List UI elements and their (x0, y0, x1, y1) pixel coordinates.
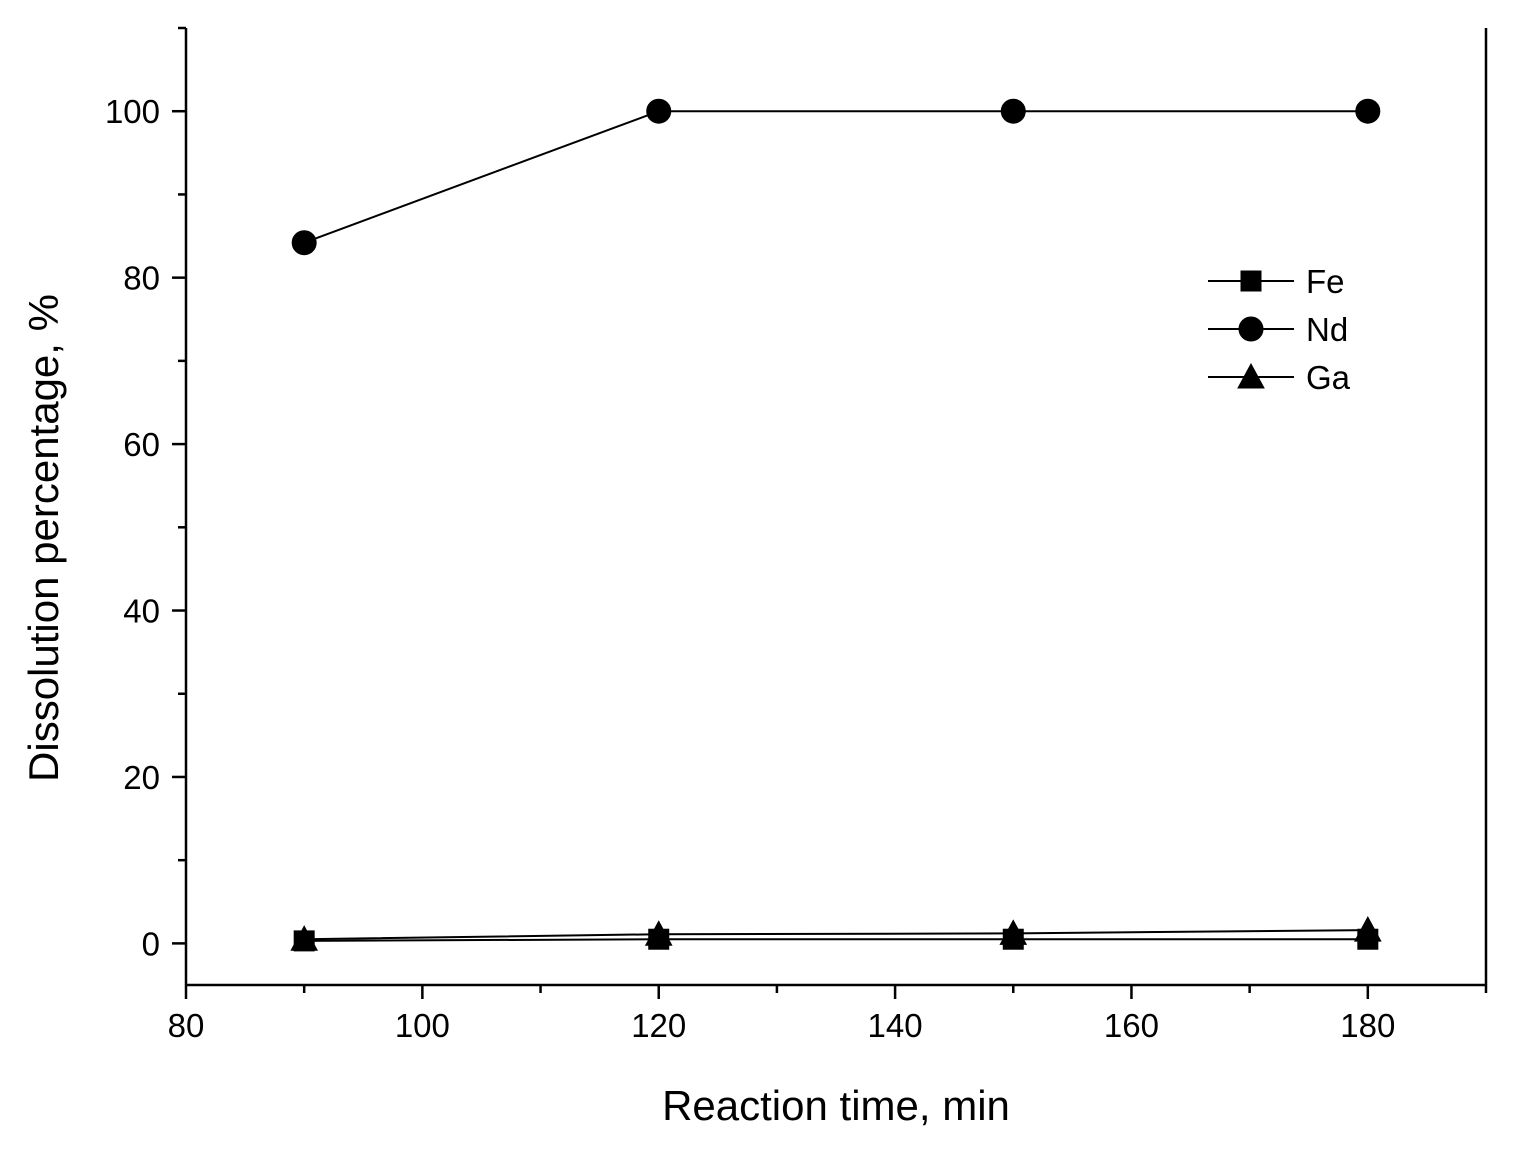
x-tick-label: 180 (1340, 1007, 1395, 1044)
data-point-ga (999, 919, 1028, 945)
data-point-ga (1353, 916, 1382, 942)
series-line-ga (304, 929, 1368, 941)
x-axis-title: Reaction time, min (662, 1082, 1010, 1129)
legend-marker-triangle (1237, 362, 1265, 389)
data-point-nd (291, 230, 317, 256)
legend-item-fe: Fe (1208, 263, 1345, 300)
legend-item-ga: Ga (1208, 359, 1351, 396)
y-axis-title: Dissolution percentage, % (20, 294, 67, 782)
x-tick-label: 160 (1104, 1007, 1159, 1044)
x-tick-label: 140 (868, 1007, 923, 1044)
legend-label: Ga (1306, 359, 1351, 396)
legend-label: Fe (1306, 263, 1345, 300)
x-tick-label: 100 (395, 1007, 450, 1044)
series-line-fe (304, 938, 1368, 942)
legend: Fe Nd Ga (1208, 263, 1351, 396)
series-nd (291, 98, 1381, 256)
y-tick-label: 80 (123, 260, 160, 297)
series-ga (290, 916, 1382, 951)
legend-marker-square (1240, 270, 1262, 292)
data-point-nd (1000, 98, 1026, 124)
y-tick-label: 100 (105, 93, 160, 130)
y-tick-label: 0 (142, 925, 160, 962)
data-point-nd (1355, 98, 1381, 124)
series-layer (290, 98, 1382, 952)
data-point-nd (646, 98, 672, 124)
y-tick-label: 60 (123, 426, 160, 463)
x-tick-label: 80 (168, 1007, 205, 1044)
series-line-nd (303, 110, 1368, 244)
y-tick-label: 20 (123, 759, 160, 796)
data-point-ga (644, 920, 673, 946)
x-tick-label: 120 (631, 1007, 686, 1044)
y-tick-label: 40 (123, 593, 160, 630)
legend-label: Nd (1306, 311, 1348, 348)
data-point-ga (290, 925, 319, 951)
legend-item-nd: Nd (1208, 311, 1348, 348)
legend-marker-circle (1238, 316, 1264, 342)
axes: 0 20 40 60 80 100 80 100 120 140 160 180 (105, 26, 1488, 1044)
